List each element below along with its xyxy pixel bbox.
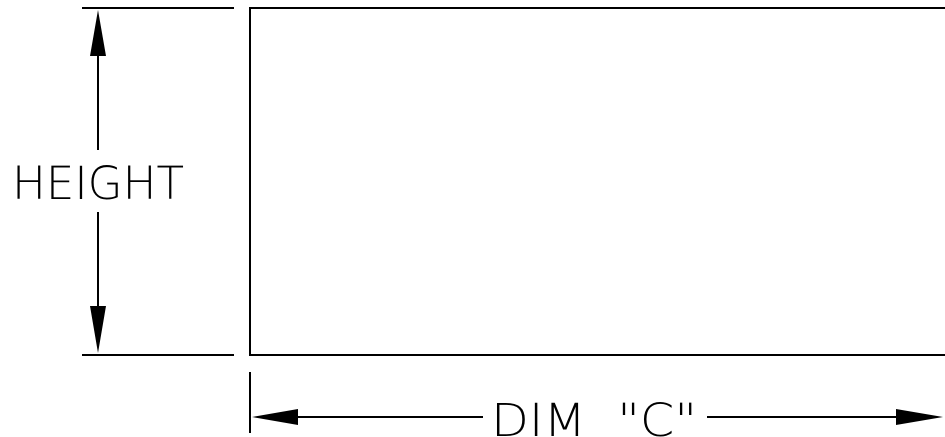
height-label: HEIGHT (12, 157, 184, 210)
dim-c-label: DIM "C" (491, 394, 697, 437)
height-arrow-up-icon (90, 10, 106, 56)
dim-c-arrow-left-icon (252, 409, 298, 425)
object-outline (249, 7, 945, 356)
height-arrow-down-icon (90, 306, 106, 353)
dim-c-arrow-right-icon (896, 409, 943, 425)
